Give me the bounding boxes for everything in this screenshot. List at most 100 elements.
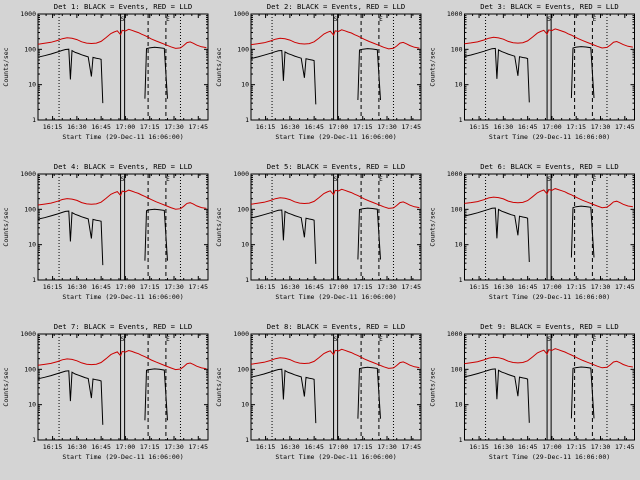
x-tick-label: 17:45 (401, 443, 421, 451)
detector-chart-7: S E 16:15 16:30 16:45 17:00 17:15 17:30 17:45 1 10… (2, 322, 209, 461)
x-tick-label: 16:15 (256, 123, 276, 131)
x-tick-label: 17:15 (566, 123, 586, 131)
x-tick-label: 16:45 (518, 283, 538, 291)
flag-letter: E (593, 16, 597, 23)
lld-curve (250, 188, 420, 209)
x-tick-label: 17:15 (140, 443, 160, 451)
y-tick-label: 1 (459, 276, 463, 284)
detector-panel: S E 16:15 16:30 16:45 17:00 17:15 17:30 17:45 1 10… (426, 320, 640, 480)
events-curve (464, 205, 595, 263)
x-tick-label: 17:30 (164, 443, 184, 451)
y-tick-label: 1 (245, 116, 249, 124)
y-tick-label: 100 (24, 205, 36, 213)
x-axis-label: Start Time (29-Dec-11 16:06:00) (62, 293, 183, 301)
y-tick-label: 100 (451, 365, 463, 373)
x-tick-label: 16:15 (43, 123, 63, 131)
x-tick-label: 16:45 (91, 443, 111, 451)
x-tick-label: 16:15 (43, 443, 63, 451)
flag-letter: S (547, 336, 551, 343)
y-tick-label: 1000 (20, 10, 36, 18)
y-axis-label: Counts/sec (215, 367, 223, 406)
flag-letter: E (166, 336, 170, 343)
y-tick-label: 100 (237, 365, 249, 373)
events-curve (250, 366, 381, 424)
detector-panel: S E 16:15 16:30 16:45 17:00 17:15 17:30 17:45 1 10… (426, 160, 640, 320)
flag-letter: S (121, 336, 125, 343)
y-tick-label: 1000 (233, 170, 249, 178)
x-tick-label: 16:15 (43, 283, 63, 291)
panel-title: Det 3: BLACK = Events, RED = LLD (480, 2, 618, 11)
y-tick-label: 1 (459, 436, 463, 444)
x-tick-label: 16:45 (304, 283, 324, 291)
lld-curve (37, 349, 207, 371)
lld-curve (464, 28, 633, 49)
x-axis-label: Start Time (29-Dec-11 16:06:00) (489, 453, 610, 461)
x-tick-label: 16:15 (256, 283, 276, 291)
x-tick-label: 17:30 (164, 123, 184, 131)
x-tick-label: 17:00 (329, 443, 349, 451)
lld-curve (464, 348, 633, 369)
x-tick-label: 17:00 (542, 283, 562, 291)
y-tick-label: 1 (245, 436, 249, 444)
x-tick-label: 16:15 (469, 443, 489, 451)
x-tick-label: 17:00 (116, 283, 136, 291)
y-tick-label: 1000 (447, 170, 463, 178)
detector-panel: S E 16:15 16:30 16:45 17:00 17:15 17:30 17:45 1 10… (213, 320, 426, 480)
x-tick-label: 17:30 (591, 123, 611, 131)
x-tick-label: 17:00 (116, 123, 136, 131)
panel-title: Det 5: BLACK = Events, RED = LLD (267, 162, 405, 171)
x-tick-label: 17:00 (329, 123, 349, 131)
x-tick-label: 17:00 (329, 283, 349, 291)
x-tick-label: 16:30 (494, 283, 514, 291)
lld-curve (464, 188, 633, 209)
x-tick-label: 17:00 (542, 443, 562, 451)
y-axis-label: Counts/sec (429, 367, 437, 406)
lld-curve (37, 28, 207, 49)
panel-title: Det 2: BLACK = Events, RED = LLD (267, 2, 405, 11)
y-axis-label: Counts/sec (429, 47, 437, 86)
x-tick-label: 17:15 (353, 283, 373, 291)
plot-frame (37, 13, 209, 121)
x-tick-label: 16:15 (469, 283, 489, 291)
flag-letter: E (166, 16, 170, 23)
plot-frame (464, 173, 635, 281)
x-tick-label: 16:45 (304, 443, 324, 451)
y-tick-label: 100 (24, 45, 36, 53)
x-axis-label: Start Time (29-Dec-11 16:06:00) (489, 133, 610, 141)
x-tick-label: 16:30 (494, 123, 514, 131)
x-tick-label: 16:30 (280, 443, 300, 451)
x-tick-label: 16:45 (304, 123, 324, 131)
y-tick-label: 1000 (233, 10, 249, 18)
y-axis-label: Counts/sec (215, 207, 223, 246)
x-tick-label: 17:15 (566, 443, 586, 451)
y-axis-label: Counts/sec (2, 367, 10, 406)
x-tick-label: 17:30 (377, 123, 397, 131)
y-axis-label: Counts/sec (2, 207, 10, 246)
x-tick-label: 17:15 (353, 443, 373, 451)
y-tick-label: 1000 (447, 10, 463, 18)
flag-letter: E (593, 336, 597, 343)
detector-chart-9: S E 16:15 16:30 16:45 17:00 17:15 17:30 17:45 1 10… (429, 322, 635, 461)
x-tick-label: 16:45 (518, 443, 538, 451)
events-curve (250, 207, 381, 264)
lld-curve (250, 29, 420, 50)
plot-frame (464, 333, 635, 441)
y-tick-label: 1000 (233, 330, 249, 338)
y-tick-label: 100 (451, 205, 463, 213)
flag-letter: S (547, 176, 551, 183)
plot-frame (464, 13, 635, 121)
x-tick-label: 16:30 (67, 283, 87, 291)
detector-chart-2: S E 16:15 16:30 16:45 17:00 17:15 17:30 17:45 1 10… (215, 2, 422, 141)
events-curve (464, 46, 595, 103)
y-tick-label: 10 (28, 241, 36, 249)
flag-letter: E (379, 336, 383, 343)
y-tick-label: 1 (32, 436, 36, 444)
events-curve (37, 208, 168, 266)
y-tick-label: 1 (32, 276, 36, 284)
y-tick-label: 10 (241, 81, 249, 89)
flag-letter: S (547, 16, 551, 23)
plot-frame (37, 333, 209, 441)
detector-panel: S E 16:15 16:30 16:45 17:00 17:15 17:30 17:45 1 10… (426, 0, 640, 160)
lld-curve (37, 189, 207, 210)
flag-letter: E (166, 176, 170, 183)
